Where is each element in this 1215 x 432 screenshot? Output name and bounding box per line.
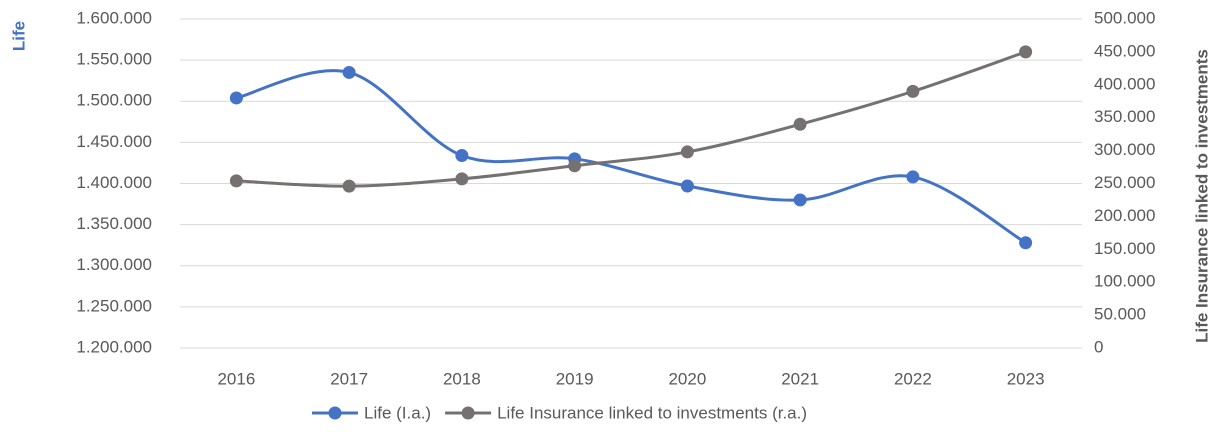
x-tick-label: 2022 bbox=[894, 369, 932, 388]
y2-axis-title: Life Insurance linked to investments bbox=[1192, 49, 1211, 343]
legend-label: Life (I.a.) bbox=[364, 403, 431, 422]
y2-tick-label: 250.000 bbox=[1094, 173, 1155, 192]
x-tick-label: 2018 bbox=[443, 369, 481, 388]
y2-tick-label: 50.000 bbox=[1094, 305, 1146, 324]
marker bbox=[455, 172, 469, 186]
x-tick-label: 2023 bbox=[1007, 369, 1045, 388]
marker bbox=[793, 193, 807, 207]
legend-label: Life Insurance linked to investments (r.… bbox=[497, 403, 807, 422]
line bbox=[236, 50, 1027, 188]
x-tick-label: 2016 bbox=[217, 369, 255, 388]
marker bbox=[1019, 236, 1033, 250]
marker bbox=[906, 84, 920, 98]
y2-tick-label: 200.000 bbox=[1094, 206, 1155, 225]
marker bbox=[793, 117, 807, 131]
y2-tick-label: 300.000 bbox=[1094, 140, 1155, 159]
marker bbox=[342, 179, 356, 193]
y-tick-label: 1.400.000 bbox=[76, 173, 152, 192]
marker bbox=[229, 91, 243, 105]
y-tick-label: 1.200.000 bbox=[76, 337, 152, 356]
y-tick-label: 1.550.000 bbox=[76, 50, 152, 69]
y-tick-label: 1.600.000 bbox=[76, 8, 152, 27]
marker bbox=[680, 145, 694, 159]
x-tick-label: 2017 bbox=[330, 369, 368, 388]
x-tick-label: 2019 bbox=[556, 369, 594, 388]
marker bbox=[568, 159, 582, 173]
y-tick-label: 1.300.000 bbox=[76, 255, 152, 274]
y2-tick-label: 500.000 bbox=[1094, 8, 1155, 27]
y-tick-label: 1.450.000 bbox=[76, 132, 152, 151]
marker bbox=[229, 174, 243, 188]
y2-tick-label: 0 bbox=[1094, 337, 1103, 356]
legend-marker bbox=[461, 406, 475, 420]
x-tick-label: 2020 bbox=[668, 369, 706, 388]
x-tick-label: 2021 bbox=[781, 369, 819, 388]
y2-tick-label: 400.000 bbox=[1094, 74, 1155, 93]
line bbox=[236, 69, 1027, 245]
y2-tick-label: 150.000 bbox=[1094, 239, 1155, 258]
y-tick-label: 1.500.000 bbox=[76, 91, 152, 110]
y2-tick-label: 100.000 bbox=[1094, 272, 1155, 291]
marker bbox=[342, 65, 356, 79]
y-tick-label: 1.250.000 bbox=[76, 296, 152, 315]
y-tick-label: 1.350.000 bbox=[76, 214, 152, 233]
marker bbox=[1019, 45, 1033, 59]
marker bbox=[455, 149, 469, 163]
y2-tick-label: 450.000 bbox=[1094, 41, 1155, 60]
legend-marker bbox=[328, 406, 342, 420]
y-axis-title: Life bbox=[9, 21, 28, 51]
marker bbox=[680, 179, 694, 193]
y2-tick-label: 350.000 bbox=[1094, 107, 1155, 126]
marker bbox=[906, 170, 920, 184]
